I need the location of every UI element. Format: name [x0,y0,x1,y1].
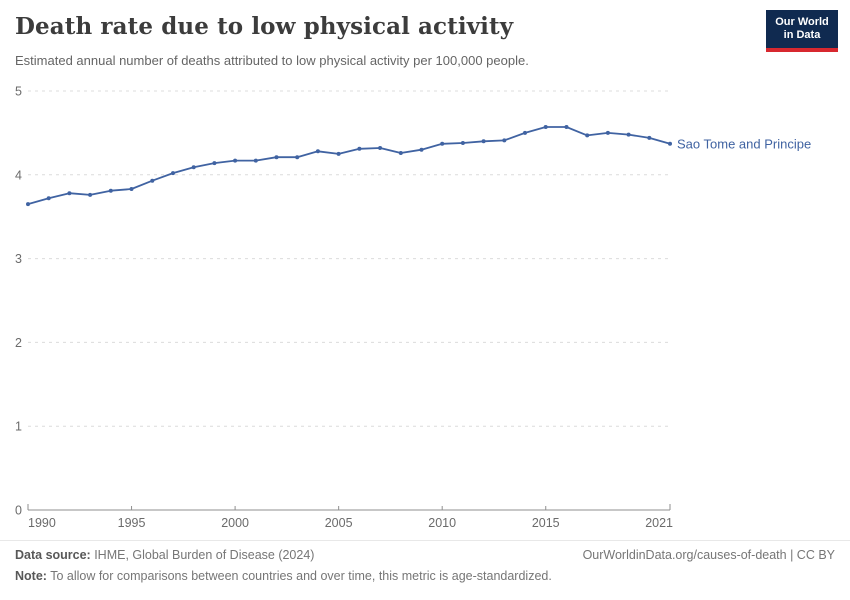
x-tick-label: 2005 [325,516,353,530]
data-line[interactable] [27,126,671,206]
data-point[interactable] [191,165,196,170]
y-tick-label: 1 [15,420,22,434]
data-point[interactable] [171,171,175,176]
data-point[interactable] [564,125,569,129]
page-title: Death rate due to low physical activity [15,13,514,40]
data-point[interactable] [26,202,30,207]
x-tick-label: 2021 [645,516,673,530]
x-tick-label: 2000 [221,516,249,530]
chart-subtitle: Estimated annual number of deaths attrib… [15,53,529,68]
data-point[interactable] [398,151,403,155]
data-point[interactable] [668,141,672,146]
note-label: Note: [15,569,47,583]
owid-logo-text-line2: in Data [783,29,821,41]
data-point[interactable] [233,158,238,163]
data-point[interactable] [460,141,465,145]
data-point[interactable] [336,151,341,156]
y-tick-label: 2 [15,336,22,350]
data-point[interactable] [108,188,113,193]
data-point[interactable] [543,125,548,129]
y-tick-label: 0 [15,504,22,518]
data-point[interactable] [502,138,507,143]
data-point[interactable] [274,155,279,160]
data-point[interactable] [129,187,134,191]
y-tick-label: 3 [15,252,22,266]
data-point[interactable] [481,139,486,144]
data-point[interactable] [357,146,362,151]
data-point[interactable] [440,141,445,146]
data-point[interactable] [253,158,258,163]
data-point[interactable] [315,149,320,154]
x-tick-label: 2015 [532,516,560,530]
footer-link[interactable]: OurWorldinData.org/causes-of-death | CC … [582,548,835,562]
data-point[interactable] [605,130,610,135]
data-point[interactable] [419,147,424,152]
data-source-value: IHME, Global Burden of Disease (2024) [90,548,315,562]
data-point[interactable] [647,135,652,140]
data-point[interactable] [46,196,51,201]
owid-logo[interactable]: Our World in Data [766,10,838,52]
x-tick-label: 1990 [28,516,56,530]
data-point[interactable] [212,161,217,166]
data-point[interactable] [88,192,93,197]
owid-logo-text-line1: Our World [775,16,829,28]
data-point[interactable] [150,178,155,183]
data-source-line: Data source: IHME, Global Burden of Dise… [15,548,835,562]
data-point[interactable] [378,146,383,150]
y-tick-label: 4 [15,168,22,182]
x-tick-label: 2010 [428,516,456,530]
data-point[interactable] [295,155,300,160]
y-tick-label: 5 [15,85,22,99]
data-point[interactable] [523,130,527,135]
note-line: Note: To allow for comparisons between c… [15,569,835,583]
data-point[interactable] [585,133,590,138]
data-source-label: Data source: [15,548,91,562]
series-label[interactable]: Sao Tome and Principe [677,136,811,151]
note-value: To allow for comparisons between countri… [46,569,552,583]
data-point[interactable] [67,191,72,196]
data-point[interactable] [626,132,631,137]
x-tick-label: 1995 [118,516,146,530]
footer-divider [0,540,850,541]
